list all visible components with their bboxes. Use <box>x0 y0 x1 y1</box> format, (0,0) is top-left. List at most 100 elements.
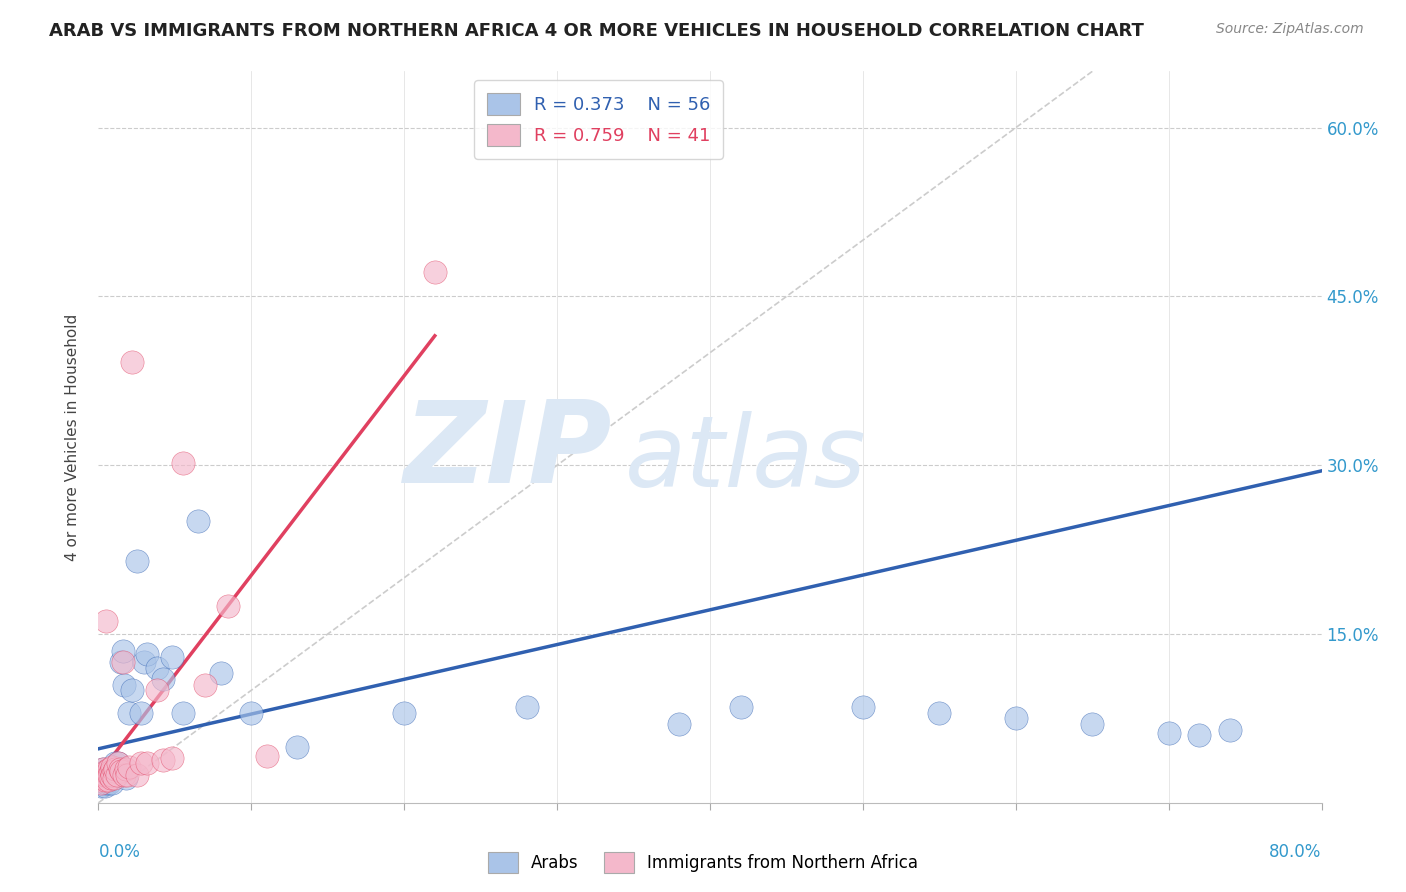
Point <box>98 767 121 781</box>
Point <box>101 767 124 781</box>
Point <box>160 751 183 765</box>
Point <box>97 767 120 781</box>
Point <box>1219 723 1241 737</box>
Point <box>91 762 114 776</box>
Point <box>108 762 131 776</box>
Point <box>852 700 875 714</box>
Point <box>91 775 114 789</box>
Point <box>101 775 124 789</box>
Point <box>103 771 125 785</box>
Point <box>100 771 122 785</box>
Point <box>103 764 125 779</box>
Point <box>172 456 194 470</box>
Y-axis label: 4 or more Vehicles in Household: 4 or more Vehicles in Household <box>65 313 80 561</box>
Point <box>121 354 143 368</box>
Point <box>285 739 308 754</box>
Point <box>98 771 121 785</box>
Point <box>125 554 148 568</box>
Point <box>145 661 167 675</box>
Point <box>94 771 117 785</box>
Point <box>134 655 156 669</box>
Point <box>730 700 752 714</box>
Point <box>152 672 174 686</box>
Point <box>107 756 129 771</box>
Point <box>90 767 112 781</box>
Text: Source: ZipAtlas.com: Source: ZipAtlas.com <box>1216 22 1364 37</box>
Point <box>115 762 138 776</box>
Text: ARAB VS IMMIGRANTS FROM NORTHERN AFRICA 4 OR MORE VEHICLES IN HOUSEHOLD CORRELAT: ARAB VS IMMIGRANTS FROM NORTHERN AFRICA … <box>49 22 1144 40</box>
Point <box>392 706 416 720</box>
Point <box>100 764 122 779</box>
Point <box>105 767 128 781</box>
Point <box>93 773 115 788</box>
Point <box>129 706 152 720</box>
Point <box>97 773 120 788</box>
Legend: R = 0.373    N = 56, R = 0.759    N = 41: R = 0.373 N = 56, R = 0.759 N = 41 <box>474 80 723 159</box>
Point <box>121 683 143 698</box>
Point <box>94 764 117 779</box>
Point <box>1081 717 1104 731</box>
Point <box>94 614 117 628</box>
Point <box>209 666 232 681</box>
Point <box>194 678 217 692</box>
Point <box>117 767 139 781</box>
Point <box>91 762 114 776</box>
Point <box>110 655 132 669</box>
Point <box>217 599 239 613</box>
Point <box>1188 728 1211 742</box>
Point <box>100 762 122 776</box>
Point <box>145 683 167 698</box>
Point <box>93 767 115 781</box>
Point <box>105 767 128 781</box>
Point <box>93 767 115 781</box>
Point <box>118 760 141 774</box>
Point <box>103 767 125 781</box>
Point <box>423 265 446 279</box>
Point <box>103 762 125 776</box>
Point <box>101 760 124 774</box>
Point <box>115 771 138 785</box>
Text: 0.0%: 0.0% <box>98 843 141 861</box>
Point <box>160 649 183 664</box>
Point <box>89 773 111 788</box>
Point <box>91 771 114 785</box>
Point <box>1004 711 1026 725</box>
Legend: Arabs, Immigrants from Northern Africa: Arabs, Immigrants from Northern Africa <box>481 846 925 880</box>
Point <box>100 771 122 785</box>
Point <box>98 775 121 789</box>
Point <box>668 717 690 731</box>
Point <box>187 515 209 529</box>
Point <box>129 756 152 771</box>
Point <box>90 767 112 781</box>
Point <box>928 706 950 720</box>
Point <box>107 756 129 771</box>
Point <box>516 700 538 714</box>
Text: atlas: atlas <box>624 410 866 508</box>
Point <box>91 771 114 785</box>
Point <box>136 756 159 771</box>
Point <box>101 767 124 781</box>
Point <box>110 764 132 779</box>
Point <box>111 655 134 669</box>
Point <box>112 678 135 692</box>
Point <box>256 748 278 763</box>
Point <box>136 647 159 661</box>
Point <box>94 775 117 789</box>
Point <box>172 706 194 720</box>
Point <box>98 762 121 776</box>
Point <box>93 779 115 793</box>
Point <box>98 764 121 779</box>
Text: ZIP: ZIP <box>404 396 612 508</box>
Point <box>104 762 127 776</box>
Point <box>152 753 174 767</box>
Point <box>90 779 112 793</box>
Point <box>104 756 127 771</box>
Point <box>97 767 120 781</box>
Point <box>1157 726 1180 740</box>
Point <box>94 764 117 779</box>
Point <box>93 773 115 788</box>
Point <box>97 773 120 788</box>
Point <box>108 764 131 779</box>
Point <box>112 767 135 781</box>
Point <box>90 775 112 789</box>
